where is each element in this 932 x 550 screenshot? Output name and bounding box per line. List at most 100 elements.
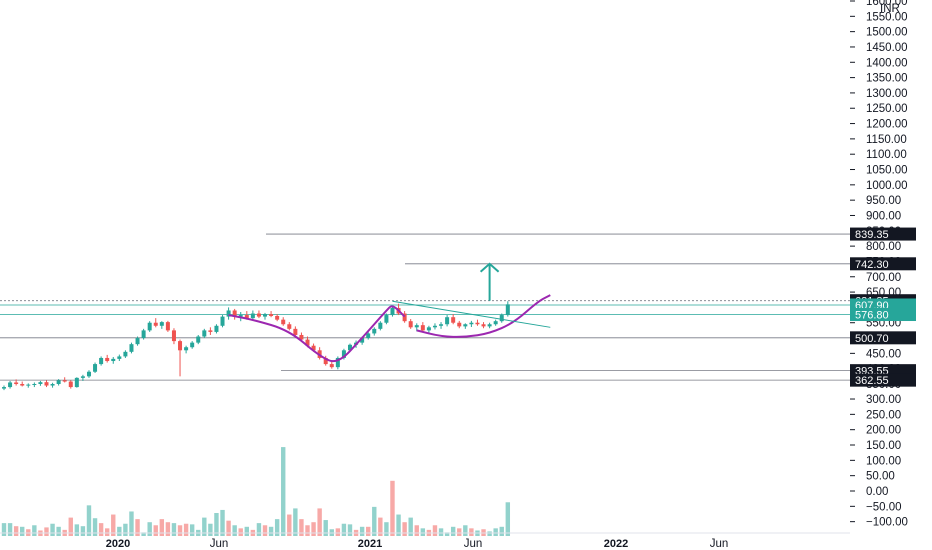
- y-tick-label: 1100.00: [866, 149, 907, 161]
- volume-axis: 300.00 250.00 200.00 150.00 100.00 50.00 0.00 −…: [850, 394, 908, 529]
- candle-body: [14, 382, 19, 384]
- volume-bar: [147, 522, 152, 536]
- volume-bar: [390, 480, 395, 536]
- vol-tick-label: 0.00: [866, 486, 888, 498]
- level-badge-label: 576.80: [855, 310, 889, 322]
- candle-body: [56, 380, 61, 384]
- volume-bar: [287, 514, 292, 536]
- volume-bar: [262, 525, 268, 536]
- level-badge-label: 500.70: [855, 333, 889, 345]
- volume-bar: [408, 517, 413, 536]
- candle-body: [269, 314, 274, 316]
- candle-body: [123, 351, 128, 357]
- volume-bar: [487, 531, 492, 536]
- volume-bar: [177, 525, 183, 536]
- y-tick-label: 900.00: [866, 210, 901, 222]
- y-tick-label: 1500.00: [866, 27, 908, 39]
- candle-body: [190, 342, 195, 348]
- level-badge: [850, 227, 916, 241]
- y-tick-label: 1550.00: [866, 11, 908, 23]
- volume-bar: [505, 502, 511, 536]
- vol-tick-label: −50.00: [866, 501, 902, 513]
- volume-bar: [396, 514, 401, 536]
- volume-bar: [457, 528, 462, 536]
- volume-bar: [202, 517, 207, 536]
- volume-bar: [32, 525, 37, 536]
- candle-body: [463, 324, 468, 327]
- volume-bar: [104, 528, 110, 536]
- volume-bar: [402, 522, 407, 536]
- volume-bar: [274, 519, 280, 536]
- candle-body: [372, 328, 377, 334]
- candle-body: [226, 310, 231, 317]
- candle-body: [80, 376, 85, 378]
- candle-body: [366, 333, 371, 339]
- candle-body: [256, 313, 261, 317]
- volume-bar: [323, 520, 328, 536]
- candle-body: [32, 384, 37, 385]
- volume-bar: [238, 528, 243, 536]
- volume-bar: [463, 525, 468, 536]
- candle-body: [402, 313, 407, 322]
- volume-bar: [98, 523, 104, 536]
- candle-body: [305, 339, 310, 346]
- volume-bar: [384, 522, 389, 536]
- candle-body: [147, 322, 152, 331]
- candle-body: [311, 345, 316, 351]
- y-tick-label: 1300.00: [866, 88, 908, 100]
- volume-bar: [226, 520, 231, 536]
- volume-bar: [117, 526, 122, 536]
- x-tick-label: Jun: [710, 538, 729, 550]
- volume-bar: [220, 509, 225, 536]
- candle-body: [208, 330, 213, 332]
- volume-bar: [20, 526, 25, 536]
- candle-body: [432, 325, 437, 328]
- volume-bar: [1, 523, 7, 536]
- volume-bar: [256, 523, 262, 536]
- volume-bar: [232, 525, 237, 536]
- pattern-drawings: [228, 262, 551, 363]
- vol-tick-label: 50.00: [866, 471, 895, 483]
- volume-bar: [135, 519, 140, 536]
- volume-bar: [347, 524, 353, 536]
- candle-body: [196, 336, 201, 343]
- level-badge-label: 742.30: [855, 259, 889, 271]
- candle-body: [2, 387, 6, 389]
- candle-body: [244, 315, 249, 319]
- candle-body: [232, 310, 237, 317]
- volume-bar: [7, 523, 13, 536]
- candle-body: [250, 313, 255, 319]
- volume-bar: [189, 524, 195, 536]
- volume-bar: [311, 522, 316, 536]
- cup-curve: [228, 305, 406, 363]
- level-badge: [850, 331, 916, 345]
- candle-body: [238, 315, 243, 317]
- vol-tick-label: −100.00: [866, 517, 908, 529]
- volume-bar: [469, 528, 474, 536]
- candle-body: [141, 330, 146, 339]
- time-axis[interactable]: 2020 Jun 2021 Jun 2022 Jun: [0, 532, 850, 550]
- candle-body: [360, 338, 365, 343]
- candle-body: [275, 315, 280, 320]
- volume-bar: [129, 511, 134, 536]
- y-tick-label: 1250.00: [866, 103, 908, 115]
- volume-bar: [86, 505, 92, 536]
- price-level-badges: 839.35742.30621.85607.90576.80500.70393.…: [850, 227, 916, 387]
- candle-body: [384, 315, 389, 323]
- volume-bar: [141, 532, 146, 536]
- volume-bar: [299, 519, 304, 536]
- candle-body: [293, 328, 298, 335]
- volume-bar: [153, 525, 158, 536]
- candle-body: [299, 334, 304, 340]
- candle-body: [8, 382, 13, 388]
- candle-body: [220, 316, 225, 326]
- candle-body: [287, 324, 292, 329]
- candle-body: [469, 322, 474, 325]
- y-tick-label: 1150.00: [866, 134, 907, 146]
- y-tick-label: 950.00: [866, 195, 901, 207]
- candle-body: [74, 377, 79, 388]
- candle-body: [451, 317, 456, 323]
- y-tick-label: 800.00: [866, 241, 901, 253]
- volume-bar: [444, 532, 450, 536]
